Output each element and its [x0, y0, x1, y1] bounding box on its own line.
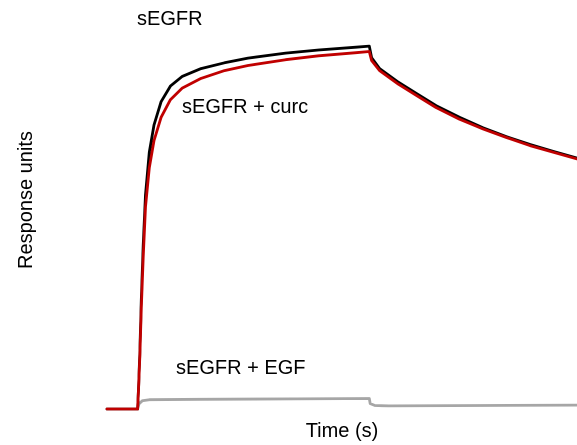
annotation-segfr: sEGFR	[137, 8, 203, 30]
x-axis-label: Time (s)	[306, 420, 379, 442]
series-layer	[105, 44, 577, 411]
series-line-segfr-curc	[105, 50, 577, 411]
annotation-segfr-egf: sEGFR + EGF	[176, 357, 305, 379]
y-axis-label: Response units	[15, 131, 37, 269]
series-line-segfr-egf	[105, 397, 577, 411]
series-line-segfr	[105, 44, 577, 411]
annotation-segfr-curc: sEGFR + curc	[182, 96, 308, 118]
